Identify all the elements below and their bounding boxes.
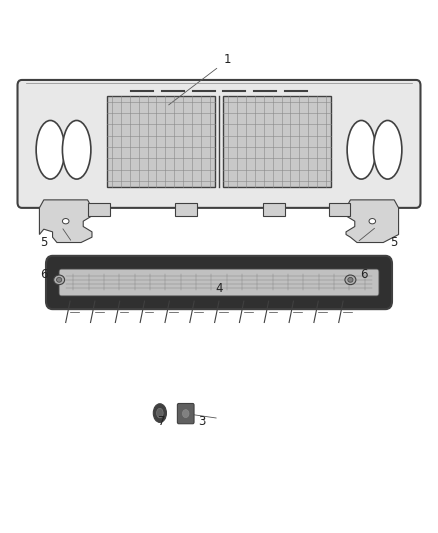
- FancyBboxPatch shape: [59, 269, 379, 296]
- Text: 7: 7: [158, 415, 166, 427]
- Ellipse shape: [57, 277, 62, 282]
- Text: 5: 5: [40, 236, 47, 249]
- Ellipse shape: [63, 219, 69, 224]
- FancyBboxPatch shape: [46, 256, 392, 309]
- Ellipse shape: [348, 277, 353, 282]
- Ellipse shape: [182, 409, 189, 418]
- FancyBboxPatch shape: [175, 203, 197, 216]
- Ellipse shape: [36, 120, 65, 179]
- FancyBboxPatch shape: [107, 96, 215, 187]
- Text: 6: 6: [40, 268, 48, 281]
- Polygon shape: [39, 200, 92, 243]
- Polygon shape: [346, 200, 399, 243]
- Text: 3: 3: [198, 415, 205, 427]
- Ellipse shape: [157, 408, 163, 418]
- FancyBboxPatch shape: [328, 203, 350, 216]
- Text: 5: 5: [391, 236, 398, 249]
- FancyBboxPatch shape: [223, 96, 331, 187]
- Text: 1: 1: [224, 53, 232, 66]
- Ellipse shape: [62, 120, 91, 179]
- Ellipse shape: [369, 219, 376, 224]
- FancyBboxPatch shape: [88, 203, 110, 216]
- Text: 4: 4: [215, 282, 223, 295]
- FancyBboxPatch shape: [263, 203, 285, 216]
- Ellipse shape: [53, 275, 65, 285]
- FancyBboxPatch shape: [18, 80, 420, 208]
- Text: 6: 6: [360, 268, 367, 281]
- Ellipse shape: [347, 120, 375, 179]
- Ellipse shape: [345, 275, 356, 285]
- Ellipse shape: [373, 120, 402, 179]
- FancyBboxPatch shape: [177, 403, 194, 424]
- Ellipse shape: [153, 404, 166, 422]
